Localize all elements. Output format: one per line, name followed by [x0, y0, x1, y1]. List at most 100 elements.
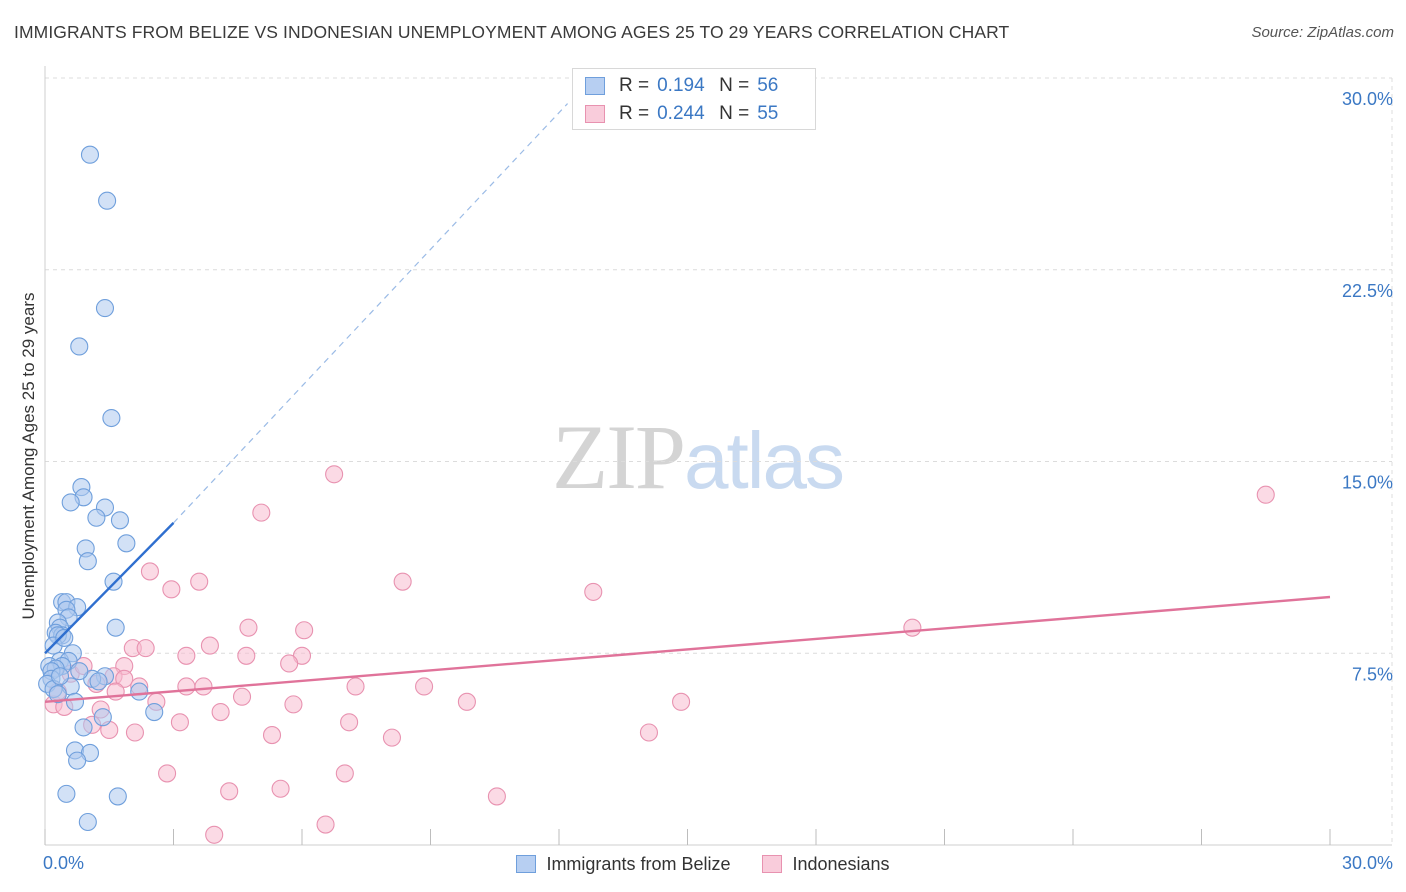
y-tick-label: 30.0% — [1342, 89, 1393, 109]
chart-title: IMMIGRANTS FROM BELIZE VS INDONESIAN UNE… — [14, 22, 1010, 42]
indonesians-point — [284, 695, 303, 714]
belize-point — [130, 682, 149, 701]
indonesians-point — [340, 713, 359, 732]
correlation-stats-box: R = 0.194 N = 56 R = 0.244 N = 55 — [572, 68, 816, 130]
indonesians-point — [271, 779, 290, 798]
indonesians-point — [211, 703, 230, 722]
belize-trend-line — [44, 522, 175, 655]
belize-point — [98, 191, 117, 210]
y-axis-label: Unemployment Among Ages 25 to 29 years — [19, 292, 38, 620]
indonesians-point — [325, 465, 344, 484]
legend-label-belize: Immigrants from Belize — [546, 853, 731, 874]
indonesians-point — [220, 782, 239, 801]
belize-point — [68, 751, 87, 770]
legend-swatch-belize — [516, 855, 537, 873]
grid-lines — [45, 77, 1393, 845]
belize-point — [104, 572, 123, 591]
indonesians-point — [639, 723, 659, 742]
belize-point — [70, 337, 89, 356]
x-tick-label-min: 0.0% — [43, 853, 84, 873]
legend-item-belize[interactable]: Immigrants from Belize — [516, 854, 730, 875]
watermark-atlas: atlas — [684, 416, 845, 505]
belize-point — [108, 787, 127, 806]
indonesians-point — [140, 562, 159, 581]
indonesians-point — [316, 815, 335, 834]
indonesians-point — [136, 639, 155, 658]
belize-point — [50, 667, 70, 686]
indonesians-point — [239, 618, 258, 637]
n-label: N = — [719, 103, 750, 124]
indonesians-point — [194, 677, 213, 696]
indonesians-point — [335, 764, 354, 783]
belize-trend-extension — [173, 103, 569, 524]
indonesians-point — [190, 572, 209, 591]
data-points — [38, 145, 1275, 844]
indonesians-point — [237, 646, 256, 665]
indonesians-point — [205, 825, 224, 844]
indonesians-point — [295, 621, 314, 640]
belize-point — [57, 784, 76, 803]
r-value-indonesians: 0.244 — [657, 103, 705, 124]
indonesians-point — [232, 687, 252, 706]
watermark-zip: ZIP — [552, 406, 686, 508]
belize-point — [106, 618, 125, 637]
legend-item-indonesians[interactable]: Indonesians — [762, 853, 890, 875]
indonesians-point — [177, 646, 196, 665]
indonesians-point — [672, 692, 691, 711]
indonesians-point — [262, 726, 282, 745]
n-value-belize: 56 — [757, 75, 779, 96]
r-label: R = — [619, 103, 650, 124]
belize-point — [74, 718, 93, 737]
belize-point — [110, 511, 130, 530]
stat-row-indonesians: R = 0.244 N = 55 — [585, 102, 778, 126]
source-credit: Source: ZipAtlas.com — [1251, 24, 1394, 41]
belize-point — [80, 145, 100, 164]
y-tick-label: 22.5% — [1342, 281, 1393, 301]
indonesians-point — [162, 580, 181, 599]
indonesians-point — [115, 669, 134, 688]
indonesians-point — [487, 787, 506, 806]
stat-row-belize: R = 0.194 N = 56 — [585, 74, 778, 98]
y-tick-label: 15.0% — [1342, 473, 1393, 493]
belize-swatch — [585, 77, 605, 95]
chart-legend: Immigrants from Belize Indonesians — [0, 851, 1406, 877]
belize-point — [48, 685, 67, 704]
belize-point — [89, 672, 108, 691]
indonesians-swatch — [585, 105, 605, 123]
belize-point — [78, 552, 97, 571]
r-value-belize: 0.194 — [657, 75, 705, 96]
indonesians-point — [457, 692, 476, 711]
indonesians-point — [177, 677, 196, 696]
x-tick-label-max: 30.0% — [1342, 853, 1393, 873]
axes — [44, 66, 1392, 846]
r-label: R = — [619, 75, 650, 96]
legend-label-indonesians: Indonesians — [792, 853, 890, 874]
n-label: N = — [719, 75, 750, 96]
n-value-indonesians: 55 — [757, 103, 779, 124]
indonesians-trend-line — [44, 595, 1331, 704]
tick-labels: 7.5% 15.0% 22.5% 30.0% 0.0% 30.0% — [43, 89, 1393, 873]
indonesians-point — [393, 572, 412, 591]
indonesians-point — [382, 728, 402, 747]
indonesians-point — [584, 582, 603, 601]
indonesians-point — [1256, 485, 1275, 504]
belize-point — [145, 703, 164, 722]
y-tick-label: 7.5% — [1352, 664, 1393, 684]
indonesians-point — [252, 503, 271, 522]
belize-point — [93, 708, 112, 727]
indonesians-point — [158, 764, 177, 783]
belize-point — [102, 408, 121, 428]
watermark: ZIPatlas — [552, 404, 845, 510]
indonesians-point — [415, 677, 434, 696]
trend-lines-front — [44, 103, 1331, 704]
legend-swatch-indonesians — [762, 855, 783, 873]
indonesians-point — [903, 618, 922, 637]
indonesians-point — [125, 723, 144, 742]
belize-point — [70, 662, 89, 681]
belize-point — [117, 534, 136, 553]
indonesians-point — [346, 677, 365, 696]
belize-point — [61, 493, 80, 512]
belize-point — [95, 299, 115, 318]
belize-point — [55, 628, 74, 647]
belize-point — [87, 508, 106, 527]
